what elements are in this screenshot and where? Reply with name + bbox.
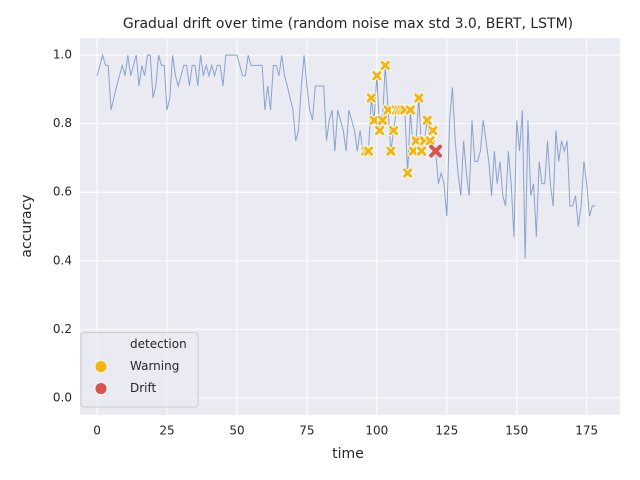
legend-label: Drift	[130, 381, 157, 395]
x-tick-label: 50	[229, 424, 244, 438]
x-tick-label: 25	[159, 424, 174, 438]
detection-marker	[388, 124, 400, 137]
y-tick-label: 0.0	[53, 390, 72, 404]
detection-marker	[376, 114, 389, 126]
detection-marker-stroke	[402, 168, 413, 178]
y-tick-label: 1.0	[53, 48, 72, 62]
detection-marker-stroke	[369, 115, 379, 125]
detection-marker-stroke	[428, 125, 438, 136]
accuracy-line	[96, 53, 596, 259]
x-tick-label: 100	[365, 424, 388, 438]
y-tick-label: 0.2	[53, 322, 72, 336]
y-tick-label: 0.4	[53, 253, 72, 267]
detection-marker-stroke	[366, 93, 376, 103]
y-tick-label: 0.6	[53, 185, 72, 199]
detection-marker-stroke	[422, 115, 432, 125]
detection-marker	[382, 104, 394, 116]
legend-label: Warning	[130, 359, 179, 373]
detection-marker	[371, 70, 383, 82]
detection-marker-stroke	[405, 105, 416, 115]
x-tick-label: 150	[505, 424, 528, 438]
detection-marker	[374, 124, 386, 137]
legend-box	[80, 332, 199, 408]
detection-marker-stroke	[386, 146, 396, 156]
detection-marker	[379, 59, 391, 72]
detection-marker-stroke	[375, 125, 385, 136]
detection-marker	[362, 145, 375, 157]
detection-marker	[413, 92, 425, 104]
detection-marker	[407, 145, 419, 157]
detection-marker	[401, 167, 414, 179]
detection-marker	[428, 143, 444, 159]
detection-marker-stroke	[416, 146, 427, 156]
x-tick-label: 175	[575, 424, 598, 438]
detection-marker-stroke	[377, 115, 388, 125]
legend-swatch	[94, 360, 108, 374]
detection-marker	[424, 135, 436, 147]
y-tick-label: 0.8	[53, 116, 72, 130]
x-tick-label: 0	[93, 424, 101, 438]
detection-marker-stroke	[389, 125, 399, 136]
x-axis-label: time	[332, 446, 364, 462]
detection-marker-stroke	[429, 144, 443, 158]
detection-marker	[415, 145, 428, 157]
detection-marker	[421, 114, 433, 126]
detection-marker-stroke	[408, 146, 418, 156]
y-axis-label: accuracy	[19, 194, 35, 257]
detection-marker	[404, 104, 417, 116]
detection-marker	[427, 124, 439, 137]
detection-marker-stroke	[411, 136, 421, 146]
detection-marker	[365, 92, 377, 104]
detection-marker-stroke	[363, 146, 374, 156]
detection-marker-stroke	[383, 105, 393, 115]
detection-marker-stroke	[425, 136, 435, 146]
x-tick-label: 125	[435, 424, 458, 438]
detection-marker-stroke	[414, 93, 424, 103]
legend-swatch	[94, 382, 108, 396]
detection-marker	[368, 114, 380, 126]
legend-title: detection	[130, 337, 187, 351]
chart-title: Gradual drift over time (random noise ma…	[123, 16, 573, 32]
detection-marker	[385, 145, 397, 157]
detection-marker-stroke	[372, 71, 382, 81]
x-tick-label: 75	[299, 424, 314, 438]
detection-marker	[410, 135, 422, 147]
detection-marker-stroke	[380, 60, 390, 71]
